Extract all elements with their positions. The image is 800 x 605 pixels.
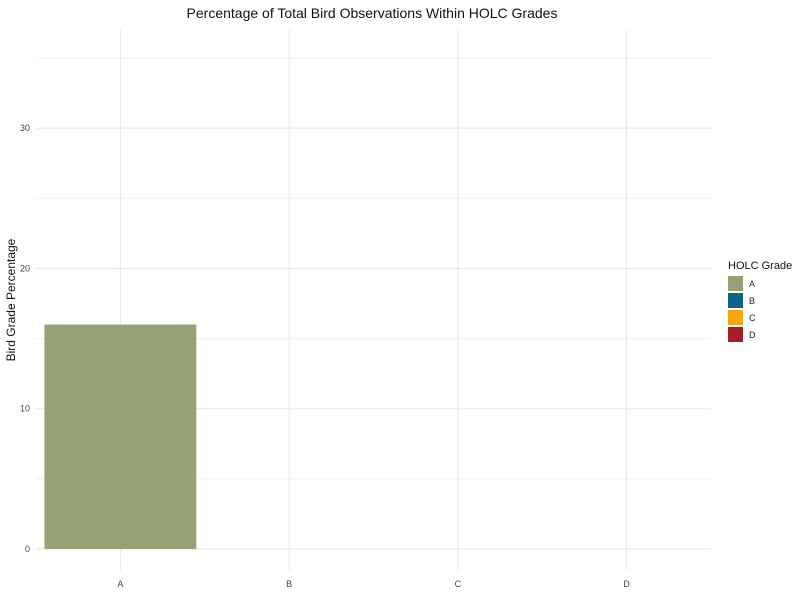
bar-a (44, 324, 197, 549)
y-tick-label: 30 (20, 123, 30, 133)
bars (44, 324, 197, 549)
y-tick-label: 20 (20, 263, 30, 273)
legend-key-a (728, 276, 743, 291)
x-tick-label: D (623, 579, 630, 589)
legend-label: C (749, 313, 756, 323)
legend-key-c (728, 310, 743, 325)
y-tick-label: 0 (25, 544, 30, 554)
legend-title: HOLC Grade (728, 260, 792, 272)
x-tick-label: B (286, 579, 292, 589)
y-axis-ticks: 0 10 20 30 (20, 123, 30, 554)
chart-title: Percentage of Total Bird Observations Wi… (187, 5, 558, 21)
legend-key-b (728, 293, 743, 308)
x-tick-label: C (455, 579, 462, 589)
legend-key-d (728, 327, 743, 342)
x-tick-label: A (117, 579, 123, 589)
x-axis-ticks: A B C D (117, 579, 630, 589)
y-axis-label: Bird Grade Percentage (4, 238, 18, 361)
legend-label: A (749, 279, 755, 289)
legend-label: B (749, 296, 755, 306)
y-tick-label: 10 (20, 404, 30, 414)
legend-label: D (749, 330, 756, 340)
